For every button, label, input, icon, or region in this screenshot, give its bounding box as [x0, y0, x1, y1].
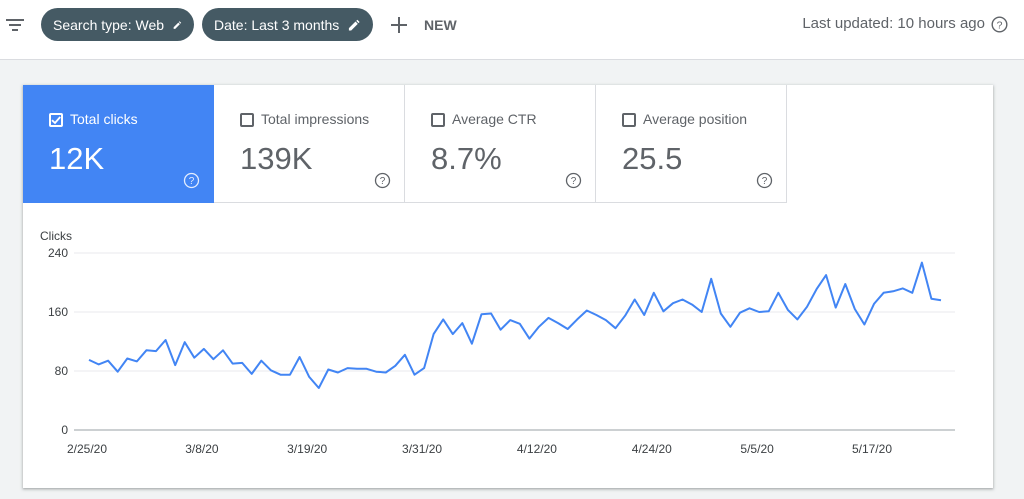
- metric-value: 25.5: [622, 141, 683, 176]
- x-tick-label: 4/12/20: [517, 442, 557, 456]
- y-tick-label: 240: [48, 246, 68, 260]
- y-axis-label: Clicks: [40, 229, 72, 243]
- metric-label: Total clicks: [70, 111, 138, 127]
- check-icon: [51, 116, 61, 125]
- metric-average-ctr[interactable]: Average CTR 8.7% ?: [405, 85, 596, 203]
- checkbox-unchecked[interactable]: [240, 113, 254, 127]
- metric-value: 12K: [49, 141, 105, 176]
- metric-value: 139K: [240, 141, 313, 176]
- top-toolbar: Search type: Web Date: Last 3 months NEW…: [0, 0, 1024, 60]
- performance-card: Total clicks 12K ? Total impressions 139…: [23, 85, 993, 488]
- x-tick-label: 3/31/20: [402, 442, 442, 456]
- last-updated-text: Last updated: 10 hours ago: [802, 15, 985, 32]
- help-icon[interactable]: ?: [565, 172, 582, 189]
- x-tick-label: 2/25/20: [67, 442, 107, 456]
- plus-icon: [391, 17, 407, 33]
- metric-label: Total impressions: [261, 111, 370, 127]
- help-icon[interactable]: ?: [756, 172, 773, 189]
- svg-text:?: ?: [762, 176, 768, 187]
- checkbox-checked[interactable]: [49, 113, 63, 127]
- date-range-chip-label: Date: Last 3 months: [214, 16, 340, 33]
- help-icon[interactable]: ?: [183, 172, 200, 189]
- clicks-series-line: [88, 261, 942, 389]
- svg-text:?: ?: [997, 19, 1003, 31]
- svg-text:?: ?: [189, 176, 195, 187]
- search-type-chip[interactable]: Search type: Web: [41, 8, 194, 41]
- metric-label: Average position: [643, 111, 748, 127]
- help-icon[interactable]: ?: [374, 172, 391, 189]
- new-filter-button[interactable]: NEW: [389, 10, 457, 40]
- x-tick-label: 5/5/20: [740, 442, 774, 456]
- metric-total-clicks[interactable]: Total clicks 12K ?: [23, 85, 214, 203]
- svg-text:?: ?: [571, 176, 577, 187]
- search-type-chip-label: Search type: Web: [53, 16, 165, 33]
- metric-value: 8.7%: [431, 141, 502, 176]
- checkbox-unchecked[interactable]: [431, 113, 445, 127]
- metric-total-impressions[interactable]: Total impressions 139K ?: [214, 85, 405, 203]
- pencil-icon: [349, 19, 360, 30]
- svg-text:?: ?: [380, 176, 386, 187]
- y-tick-label: 0: [61, 423, 68, 437]
- clicks-line-chart: Clicks 0 80 160 240 2/25/20 3/8/20 3/19/20 3/3…: [40, 229, 955, 456]
- y-tick-label: 80: [55, 364, 69, 378]
- metric-average-position[interactable]: Average position 25.5 ?: [596, 85, 787, 203]
- pencil-icon: [173, 20, 182, 29]
- x-tick-label: 5/17/20: [852, 442, 892, 456]
- metric-label: Average CTR: [452, 111, 537, 127]
- new-filter-label: NEW: [424, 17, 457, 33]
- x-tick-label: 3/8/20: [185, 442, 219, 456]
- x-tick-label: 3/19/20: [287, 442, 327, 456]
- checkbox-unchecked[interactable]: [622, 113, 636, 127]
- date-range-chip[interactable]: Date: Last 3 months: [202, 8, 373, 41]
- help-icon[interactable]: ?: [991, 16, 1008, 33]
- filter-list-icon[interactable]: [3, 14, 27, 36]
- y-tick-label: 160: [48, 305, 68, 319]
- x-tick-label: 4/24/20: [632, 442, 672, 456]
